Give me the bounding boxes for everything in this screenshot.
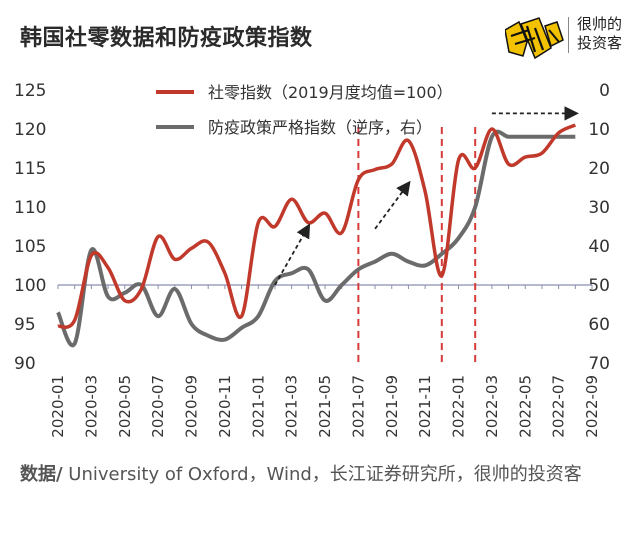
y-left-tick-label: 90 xyxy=(14,354,36,374)
y-left-tick-label: 100 xyxy=(14,276,46,296)
trend-arrow xyxy=(374,180,411,230)
x-tick-label: 2022-09 xyxy=(583,375,601,438)
logo-text-line2: 投资客 xyxy=(577,34,623,52)
y-right-tick-label: 0 xyxy=(599,81,610,101)
x-tick-label: 2021-11 xyxy=(416,375,434,438)
x-tick-label: 2021-09 xyxy=(383,375,401,438)
y-left-tick-label: 95 xyxy=(14,315,36,335)
y-left-tick-label: 115 xyxy=(14,159,46,179)
x-tick-label: 2021-07 xyxy=(349,375,367,438)
x-tick-label: 2020-07 xyxy=(149,375,167,438)
y-right-tick-label: 30 xyxy=(588,198,610,218)
x-tick-label: 2021-03 xyxy=(283,375,301,438)
x-tick-label: 2020-03 xyxy=(82,375,100,438)
source-text: University of Oxford，Wind，长江证券研究所，很帅的投资客 xyxy=(62,464,582,485)
x-tick-label: 2021-01 xyxy=(249,375,267,438)
x-tick-label: 2022-07 xyxy=(550,375,568,438)
legend-label-retail: 社零指数（2019月度均值=100） xyxy=(208,83,453,102)
x-tick-label: 2020-11 xyxy=(216,375,234,438)
y-left-tick-label: 105 xyxy=(14,237,46,257)
x-tick-label: 2020-01 xyxy=(49,375,67,438)
y-right-tick-label: 20 xyxy=(588,159,610,179)
y-left-tick-label: 110 xyxy=(14,198,46,218)
series-line-policy xyxy=(56,129,576,348)
logo-divider xyxy=(568,17,569,53)
y-right-tick-label: 60 xyxy=(588,315,610,335)
x-tick-label: 2020-05 xyxy=(116,375,134,438)
y-left-tick-label: 125 xyxy=(14,81,46,101)
logo-text-line1: 很帅的 xyxy=(577,15,623,33)
source-label: 数据/ xyxy=(20,464,63,485)
x-tick-label: 2022-03 xyxy=(483,375,501,438)
chart-title: 韩国社零数据和防疫政策指数 xyxy=(20,26,313,51)
series-line-retail xyxy=(57,123,577,329)
y-right-tick-label: 70 xyxy=(588,354,610,374)
footer-source: 数据/ University of Oxford，Wind，长江证券研究所，很帅… xyxy=(20,461,620,488)
y-right-tick-label: 50 xyxy=(588,276,610,296)
x-tick-label: 2022-01 xyxy=(450,375,468,438)
x-tick-label: 2020-09 xyxy=(183,375,201,438)
legend-label-policy: 防疫政策严格指数（逆序，右） xyxy=(208,118,432,137)
trend-arrow xyxy=(274,223,311,286)
y-right-tick-label: 10 xyxy=(588,120,610,140)
y-left-tick-label: 120 xyxy=(14,120,46,140)
y-right-tick-label: 40 xyxy=(588,237,610,257)
brand-logo-icon xyxy=(505,17,564,60)
x-tick-label: 2022-05 xyxy=(516,375,534,438)
x-tick-label: 2021-05 xyxy=(316,375,334,438)
